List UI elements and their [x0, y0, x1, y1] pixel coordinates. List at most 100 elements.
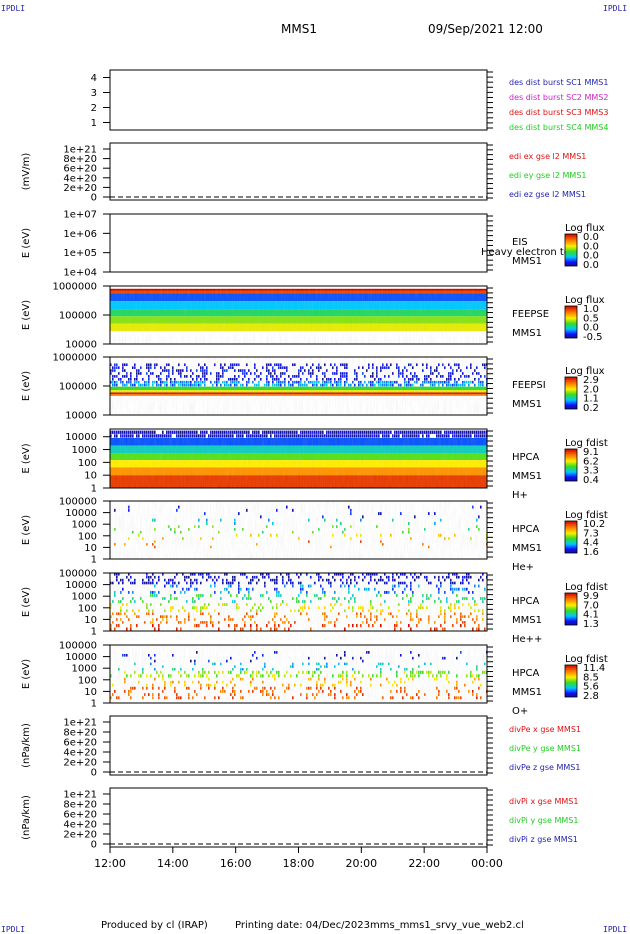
y-tick-label: 100 [78, 675, 97, 686]
colorbar-title: Log fdist [565, 438, 608, 449]
colorbar-scale [564, 664, 578, 698]
panel-frame [109, 787, 488, 848]
spectrogram-hpca_o [110, 645, 488, 703]
colorbar-title: Log fdist [565, 510, 608, 521]
y-axis-label: E (eV) [21, 371, 32, 401]
colorbar-tick-label: 0.4 [583, 475, 599, 486]
panel-frame [109, 142, 488, 201]
footer-script-name: mms_mms1_srvy_vue_web2.cl [370, 920, 524, 931]
y-axis-label: (nPa/km) [21, 723, 32, 768]
x-tick-label: 22:00 [408, 857, 440, 870]
corner-label-bottom-left: IPDLI [1, 925, 26, 934]
legend-entry: edi ey gse l2 MMS1 [509, 171, 587, 180]
colorbar-tick-label: 3.3 [583, 466, 599, 477]
y-tick-label: 4e+20 [63, 173, 97, 184]
legend-entry: divPi y gse MMS1 [509, 816, 578, 825]
colorbar-tick-label: 0.0 [583, 241, 599, 252]
colorbar-scale [564, 305, 578, 339]
colorbar-tick-label: 9.9 [583, 591, 599, 602]
corner-label-bottom-right: IPDLI [603, 925, 628, 934]
y-tick-label: 8e+20 [63, 728, 97, 739]
y-tick-label: 1000000 [52, 353, 97, 364]
y-tick-label: 1e+21 [63, 790, 97, 801]
colorbar-tick-label: 0.5 [583, 313, 599, 324]
colorbar-tick-label: 1.1 [583, 394, 599, 405]
y-tick-label: 10000 [65, 580, 97, 591]
y-tick-label: 1 [91, 118, 97, 129]
y-tick-label: 100000 [59, 497, 97, 508]
y-tick-label: 100 [78, 458, 97, 469]
instrument-label: MMS1 [512, 399, 542, 410]
y-tick-label: 1000 [72, 445, 97, 456]
colorbar-scale [564, 592, 578, 626]
colorbar-tick-label: 5.6 [583, 682, 599, 693]
y-tick-label: 10000 [65, 411, 97, 422]
y-tick-label: 100000 [59, 641, 97, 652]
legend-entry: divPe x gse MMS1 [509, 725, 581, 734]
y-axis-label: E (eV) [21, 515, 32, 545]
colorbar-title: Log flux [565, 295, 605, 306]
y-tick-label: 10000 [65, 432, 97, 443]
y-tick-label: 1000 [72, 592, 97, 603]
instrument-label: O+ [512, 706, 528, 717]
instrument-label: HPCA [512, 668, 540, 679]
legend-entry: des dist burst SC2 MMS2 [509, 93, 608, 102]
instrument-label: MMS1 [512, 256, 542, 267]
colorbar-tick-label: 0.0 [583, 260, 599, 271]
instrument-label: HPCA [512, 452, 540, 463]
spectrogram-texture [110, 286, 487, 344]
legend-entry: edi ez gse l2 MMS1 [509, 190, 586, 199]
colorbar-tick-label: 10.2 [583, 519, 605, 530]
colorbar-tick-label: 0.0 [583, 251, 599, 262]
instrument-label: FEEPSE [512, 309, 549, 320]
colorbar-tick-label: 11.4 [583, 663, 605, 674]
instrument-label: He++ [512, 634, 542, 645]
spectrogram-texture [110, 357, 487, 415]
footer-printing-date: Printing date: 04/Dec/2023 [235, 920, 371, 931]
y-tick-label: 10000 [65, 340, 97, 351]
y-tick-label: 1e+21 [63, 718, 97, 729]
colorbar-tick-label: 2.0 [583, 384, 599, 395]
y-tick-label: 2e+20 [63, 183, 97, 194]
legend-entry: edi ex gse l2 MMS1 [509, 152, 586, 161]
y-tick-label: 0 [91, 768, 97, 779]
date-time-title: 09/Sep/2021 12:00 [428, 22, 543, 36]
y-tick-label: 8e+20 [63, 154, 97, 165]
y-tick-label: 2 [91, 103, 97, 114]
panel-frame [109, 500, 488, 560]
colorbar-tick-label: 7.3 [583, 528, 599, 539]
spectrogram-texture [110, 645, 487, 703]
y-tick-label: 10 [84, 615, 97, 626]
colorbar-title: Log flux [565, 366, 605, 377]
x-axis: 12:00 14:00 16:00 18:00 20:00 22:00 00:00 [94, 847, 503, 870]
spacecraft-title: MMS1 [281, 22, 317, 36]
y-tick-label: 10 [84, 687, 97, 698]
y-axis-label: E (eV) [21, 659, 32, 689]
y-tick-label: 1000 [72, 664, 97, 675]
x-tick-label: 00:00 [471, 857, 503, 870]
spectrogram-feepse [110, 286, 487, 344]
colorbar-tick-label: 0.0 [583, 323, 599, 334]
legend-entry: des dist burst SC1 MMS1 [509, 78, 608, 87]
colorbar-tick-label: 2.8 [583, 691, 599, 702]
y-tick-label: 1 [91, 555, 97, 566]
y-tick-label: 4 [91, 73, 97, 84]
y-tick-label: 10 [84, 471, 97, 482]
colorbar-scale [564, 233, 578, 267]
y-tick-label: 2e+20 [63, 758, 97, 769]
instrument-label: HPCA [512, 524, 540, 535]
y-tick-label: 8e+20 [63, 800, 97, 811]
instrument-label: MMS1 [512, 615, 542, 626]
y-tick-label: 100 [78, 531, 97, 542]
x-tick-label: 18:00 [283, 857, 315, 870]
